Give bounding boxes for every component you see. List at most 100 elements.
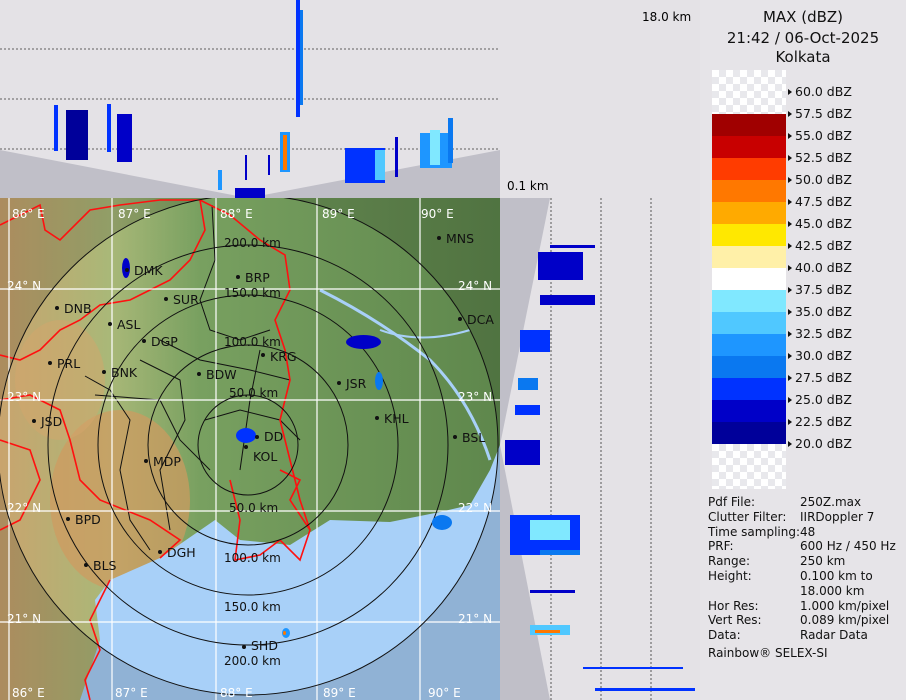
info-row: Height: 0.100 km to 18.000 km (708, 569, 896, 599)
echo (595, 688, 695, 691)
legend-band (712, 422, 786, 444)
echo (395, 137, 398, 177)
echo (245, 155, 247, 180)
info-value: 0.100 km to 18.000 km (800, 568, 873, 598)
echo (540, 295, 595, 305)
city-bsl: BSL (453, 430, 485, 445)
legend-band (712, 224, 786, 246)
city-dot (453, 435, 457, 439)
city-dot (255, 435, 259, 439)
info-key: Range: (708, 554, 751, 569)
echo (518, 378, 538, 390)
legend-label: 37.5 dBZ (788, 283, 852, 297)
echo (535, 630, 560, 633)
echo (540, 550, 580, 555)
city-bnk: BNK (102, 365, 138, 380)
vertical-section-top (0, 0, 500, 198)
city-dot (261, 353, 265, 357)
echo (283, 135, 287, 170)
section-top-height-label: 18.0 km (642, 10, 691, 24)
city-label: DGP (151, 334, 178, 349)
ring-label-n150: 150.0 km (224, 286, 281, 300)
city-dnb: DNB (55, 301, 92, 316)
legend-label: 22.5 dBZ (788, 415, 852, 429)
city-dmk: DMK (125, 263, 163, 278)
legend-band (712, 334, 786, 356)
city-label: SHD (251, 638, 278, 653)
echo (448, 118, 453, 163)
city-dot (437, 236, 441, 240)
legend-band (712, 136, 786, 158)
ring-label-n100: 100.0 km (224, 335, 281, 349)
echo (54, 105, 58, 151)
city-label: BNK (111, 365, 138, 380)
lon-label-88-bottom: 88° E (220, 686, 253, 700)
echo (530, 590, 575, 593)
city-dot (55, 306, 59, 310)
info-key: Height: (708, 568, 752, 583)
echoes-right-section (505, 245, 695, 691)
echo (66, 110, 88, 160)
info-key: PRF: (708, 539, 734, 554)
city-mdp: MDP (144, 454, 181, 469)
section-bottom-height-label: 0.1 km (507, 179, 549, 193)
ring-label-n200: 200.0 km (224, 236, 281, 250)
city-label: ASL (117, 317, 140, 332)
range-rings (0, 198, 499, 696)
ring-label-s50: 50.0 km (229, 501, 278, 515)
info-value: 0.089 km/pixel (800, 613, 890, 628)
sea (80, 445, 500, 700)
lon-label-90-bottom: 90° E (428, 686, 461, 700)
city-dot (66, 517, 70, 521)
echo (515, 405, 540, 415)
lon-label-87-top: 87° E (118, 207, 151, 221)
city-label: BRP (245, 270, 270, 285)
legend-band (712, 268, 786, 290)
city-label: KHL (384, 411, 409, 426)
city-krg: KRG (261, 349, 297, 364)
legend-band (712, 400, 786, 422)
legend-band-above-max (712, 70, 786, 115)
echo (283, 631, 286, 635)
city-label: DMK (134, 263, 163, 278)
city-shd: SHD (242, 638, 278, 653)
info-key: Data: (708, 628, 741, 643)
lat-label-23-left: 23° N (7, 390, 41, 404)
echoes-top-section (54, 0, 453, 198)
city-dot (158, 550, 162, 554)
ppi-map: MNS DMK BRP SUR DNB ASL DGP DCA KRG PRL BNK BDW JSR K… (0, 198, 500, 700)
lat-label-21-right: 21° N (458, 612, 492, 626)
city-label: MDP (153, 454, 181, 469)
echo (530, 520, 570, 540)
city-kol: KOL (244, 445, 277, 464)
lat-label-21-left: 21° N (7, 612, 41, 626)
echo (505, 440, 540, 465)
legend-label: 32.5 dBZ (788, 327, 852, 341)
radar-visualization: 18.0 km 0.1 km (0, 0, 695, 700)
legend-band (712, 180, 786, 202)
info-key: Clutter Filter: (708, 509, 787, 524)
product-title: MAX (dBZ) (762, 8, 844, 26)
city-label: DD (264, 429, 283, 444)
city-dot (337, 381, 341, 385)
legend-label: 20.0 dBZ (788, 437, 852, 451)
legend-label: 60.0 dBZ (788, 85, 852, 99)
city-dot (197, 372, 201, 376)
city-dot (32, 419, 36, 423)
echo (432, 515, 452, 530)
legend-label: 57.5 dBZ (788, 107, 852, 121)
city-dot (244, 445, 248, 449)
info-row: Hor Res: 1.000 km/pixel (708, 599, 896, 614)
info-row: Range: 250 km (708, 554, 896, 569)
lat-label-23-right: 23° N (458, 390, 492, 404)
lon-label-90-top: 90° E (421, 207, 454, 221)
ring-label-s100: 100.0 km (224, 551, 281, 565)
lat-label-22-right: 22° N (458, 501, 492, 515)
echo (268, 155, 270, 175)
legend-band (712, 290, 786, 312)
datetime: 21:42 / 06-Oct-2025 (726, 29, 880, 47)
info-row: Clutter Filter: IIRDoppler 7 (708, 510, 896, 525)
lon-label-86-bottom: 86° E (12, 686, 45, 700)
legend-label: 27.5 dBZ (788, 371, 852, 385)
info-value: 250 km (800, 554, 846, 569)
